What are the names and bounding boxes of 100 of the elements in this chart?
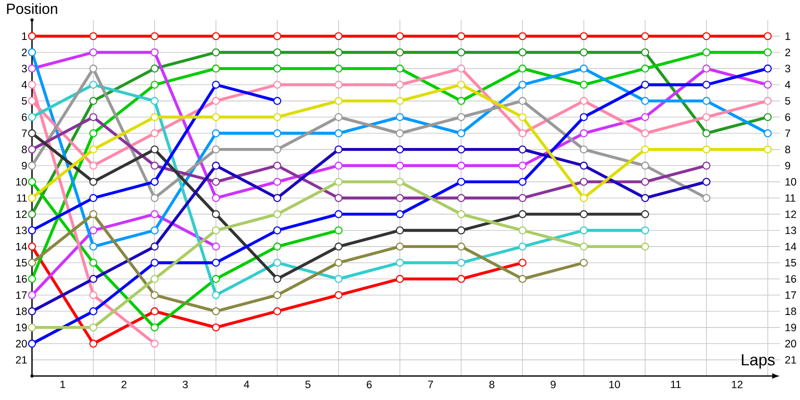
y2-tick-label: 7 (785, 130, 790, 137)
point (28, 210, 36, 218)
y2-tick-label: 6 (785, 113, 790, 121)
point (334, 242, 343, 251)
y-tick-label: 16 (16, 275, 27, 283)
x-tick-label: 12 (732, 380, 742, 388)
x-tick-label: 11 (671, 380, 681, 388)
point (212, 64, 220, 73)
point (28, 64, 36, 73)
point (580, 129, 588, 138)
point (396, 258, 404, 267)
point (212, 145, 220, 154)
point (89, 80, 98, 89)
y2-tick-label: 10 (786, 178, 796, 186)
point (212, 226, 220, 234)
point (518, 274, 526, 283)
y-tick-label: 3 (22, 64, 27, 72)
point (396, 178, 404, 186)
point (396, 129, 404, 138)
point (457, 242, 466, 251)
point (457, 274, 466, 283)
point (396, 48, 404, 56)
point (273, 291, 282, 300)
point (580, 145, 588, 154)
point (641, 80, 650, 89)
point (273, 96, 282, 105)
point (212, 80, 220, 89)
point (334, 274, 343, 283)
point (702, 48, 710, 56)
point (457, 194, 466, 202)
y-tick-label: 2 (22, 48, 27, 56)
y2-tick-label: 16 (786, 275, 796, 283)
y-tick-label: 7 (22, 130, 27, 137)
point (457, 96, 466, 105)
point (396, 145, 404, 154)
point (764, 129, 772, 138)
point (334, 48, 343, 56)
point (457, 80, 466, 89)
point (764, 32, 772, 40)
point (150, 274, 159, 283)
point (150, 162, 159, 170)
point (580, 64, 588, 73)
point (150, 258, 159, 267)
point (212, 258, 220, 267)
point (702, 162, 710, 170)
point (89, 64, 98, 73)
point (518, 113, 526, 122)
point (334, 129, 343, 138)
point (334, 178, 343, 186)
y-axis-title: Position (7, 3, 58, 14)
point (334, 258, 343, 267)
point (702, 113, 710, 122)
point (396, 32, 404, 40)
point (764, 96, 772, 105)
x-tick-label: 6 (366, 380, 372, 388)
point (212, 96, 220, 105)
point (89, 96, 98, 105)
point (212, 274, 220, 283)
point (273, 162, 282, 170)
point (273, 113, 282, 122)
point (641, 194, 650, 202)
y2-tick-label: 9 (785, 162, 790, 170)
point (89, 162, 98, 170)
point (641, 32, 650, 40)
point (150, 48, 159, 56)
point (641, 96, 650, 105)
point (334, 162, 343, 170)
y2-tick-label: 18 (786, 308, 796, 316)
point (212, 194, 220, 202)
y2-tick-label: 19 (786, 324, 796, 332)
point (396, 274, 404, 283)
point (764, 113, 772, 122)
point (28, 307, 36, 316)
point (580, 32, 588, 40)
point (150, 291, 159, 300)
point (89, 274, 98, 283)
x-tick-label: 1 (60, 380, 66, 388)
y2-tick-label: 1 (786, 32, 790, 40)
y-tick-label: 6 (22, 113, 27, 121)
point (580, 226, 588, 234)
y2-tick-label: 13 (786, 226, 796, 234)
point (89, 210, 98, 218)
point (273, 129, 282, 138)
point (89, 48, 98, 56)
point (28, 226, 36, 234)
point (28, 96, 36, 105)
point (334, 32, 343, 40)
y2-tick-label: 11 (786, 194, 796, 202)
point (273, 242, 282, 251)
point (334, 113, 343, 122)
x-tick-label: 7 (428, 380, 433, 388)
point (396, 210, 404, 218)
point (28, 80, 36, 89)
point (28, 291, 36, 300)
point (334, 210, 343, 218)
point (641, 242, 650, 251)
point (89, 323, 98, 332)
point (396, 96, 404, 105)
point (150, 178, 159, 186)
point (273, 48, 282, 56)
